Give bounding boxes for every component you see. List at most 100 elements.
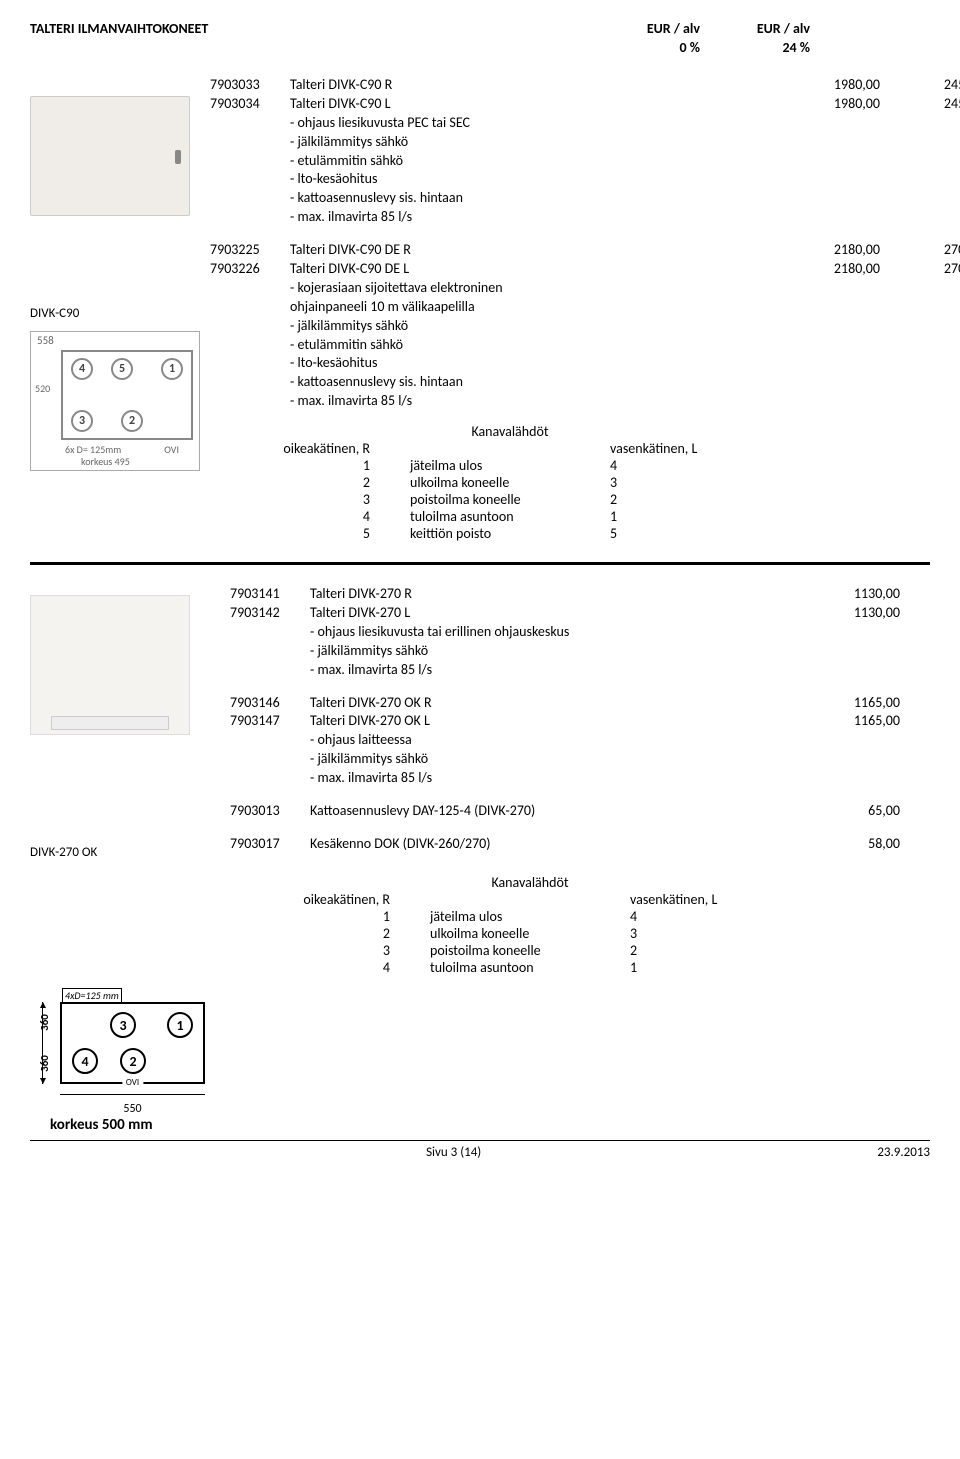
section-divk-270: DIVK-270 OK 4xD=125 mm 360 360 3 1 4 2 O… (30, 585, 930, 1134)
product-image-c90 (30, 96, 190, 216)
product-desc: Talteri DIVK-C90 R (290, 76, 770, 95)
price-inc-vat: 1401,20 (900, 585, 960, 604)
d2-vdim-1: 360 (37, 1014, 50, 1031)
product-note: - max. ilmavirta 85 l/s (230, 769, 960, 788)
kanava-label: jäteilma ulos (410, 457, 610, 474)
kanava-label: tuloilma asuntoon (430, 959, 630, 976)
kanava2-title: Kanavalähdöt (430, 874, 630, 891)
kanava-label: jäteilma ulos (430, 908, 630, 925)
kanava-row: 2ulkoilma koneelle3 (230, 925, 830, 942)
kanava-right-num: 3 (630, 925, 830, 942)
product-note: - ohjaus liesikuvusta PEC tai SEC (210, 114, 960, 133)
product-row: 7903141Talteri DIVK-270 R1130,001401,20 (230, 585, 960, 604)
product-code: 7903017 (230, 835, 310, 854)
product-desc: Talteri DIVK-270 L (310, 604, 790, 623)
product-note: - kattoasennuslevy sis. hintaan (210, 189, 960, 208)
d2-dim-top: 4xD=125 mm (62, 988, 122, 1003)
product-note: - jälkilämmitys sähkö (230, 642, 960, 661)
price-ex-vat: 2180,00 (770, 260, 880, 279)
product-note: - jälkilämmitys sähkö (230, 750, 960, 769)
product-code: 7903226 (210, 260, 290, 279)
diag1-dim-top: 558 (37, 334, 54, 347)
product-code: 7903013 (230, 802, 310, 821)
kanava-row: 3poistoilma koneelle2 (230, 942, 830, 959)
model-label-c90: DIVK-C90 (30, 306, 210, 321)
product-desc: Talteri DIVK-C90 DE R (290, 241, 770, 260)
diagram-c90: 558 520 4 5 1 3 2 6x D= 125mm OVI korkeu… (30, 331, 200, 471)
kanava-left-num: 4 (230, 959, 430, 976)
product-note: - max. ilmavirta 85 l/s (210, 392, 960, 411)
kanava-left-num: 3 (230, 942, 430, 959)
kanava-right-num: 4 (630, 908, 830, 925)
price-inc-vat: 1444,60 (900, 712, 960, 731)
price-ex-vat: 1980,00 (770, 76, 880, 95)
kanava-label: keittiön poisto (410, 525, 610, 542)
price-inc-vat: 80,60 (900, 802, 960, 821)
product-image-270 (30, 595, 190, 735)
product-code: 7903142 (230, 604, 310, 623)
kanava-left-num: 1 (210, 457, 410, 474)
model-label-270: DIVK-270 OK (30, 845, 230, 860)
product-row: 7903013Kattoasennuslevy DAY-125-4 (DIVK-… (230, 802, 960, 821)
diag1-circle-4: 4 (71, 358, 93, 380)
kanava2-lh: oikeakätinen, R (230, 891, 430, 908)
product-row: 7903146Talteri DIVK-270 OK R1165,001444,… (230, 694, 960, 713)
product-code: 7903141 (230, 585, 310, 604)
product-code: 7903146 (230, 694, 310, 713)
kanava1-rh: vasenkätinen, L (610, 440, 810, 457)
product-row: 7903033Talteri DIVK-C90 R1980,002455,20 (210, 76, 960, 95)
kanava-row: 4tuloilma asuntoon1 (230, 959, 830, 976)
footer: Sivu 3 (14) 23.9.2013 (30, 1143, 930, 1160)
kanava-left-num: 4 (210, 508, 410, 525)
col-head-2b: 24 % (700, 39, 810, 56)
kanava-row: 2ulkoilma koneelle3 (210, 474, 810, 491)
product-note: - max. ilmavirta 85 l/s (210, 208, 960, 227)
content-col-2: 7903141Talteri DIVK-270 R1130,001401,207… (230, 585, 960, 976)
header-row-2: 0 % 24 % (30, 39, 930, 56)
product-row: 7903226Talteri DIVK-C90 DE L2180,002703,… (210, 260, 960, 279)
d2-circle-4: 4 (72, 1048, 98, 1074)
divider-thin (30, 1140, 930, 1141)
col-head-1: EUR / alv (590, 20, 700, 37)
product-row: 7903225Talteri DIVK-C90 DE R2180,002703,… (210, 241, 960, 260)
product-desc: Kesäkenno DOK (DIVK-260/270) (310, 835, 790, 854)
kanava-left-num: 3 (210, 491, 410, 508)
diag1-label-ovi: OVI (164, 443, 179, 456)
price-ex-vat: 1130,00 (790, 585, 900, 604)
d2-circle-2: 2 (120, 1048, 146, 1074)
product-desc: Talteri DIVK-270 OK L (310, 712, 790, 731)
price-ex-vat: 1130,00 (790, 604, 900, 623)
diagram-270: 4xD=125 mm 360 360 3 1 4 2 OVI 550 korke… (30, 990, 230, 1134)
product-desc: Kattoasennuslevy DAY-125-4 (DIVK-270) (310, 802, 790, 821)
kanava-label: ulkoilma koneelle (430, 925, 630, 942)
product-note: - max. ilmavirta 85 l/s (230, 661, 960, 680)
product-code: 7903147 (230, 712, 310, 731)
kanava-row: 4tuloilma asuntoon1 (210, 508, 810, 525)
kanava-left-num: 2 (230, 925, 430, 942)
d2-vdim-2: 360 (37, 1055, 50, 1072)
kanava-block-1: Kanavalähdöt oikeakätinen, R vasenkätine… (210, 423, 960, 542)
kanava2-rh: vasenkätinen, L (630, 891, 830, 908)
product-row: 7903147Talteri DIVK-270 OK L1165,001444,… (230, 712, 960, 731)
kanava-row: 1jäteilma ulos4 (210, 457, 810, 474)
kanava-block-2: Kanavalähdöt oikeakätinen, R vasenkätine… (230, 874, 960, 976)
price-inc-vat: 1444,60 (900, 694, 960, 713)
kanava-row: 5keittiön poisto5 (210, 525, 810, 542)
d2-circle-1: 1 (167, 1012, 193, 1038)
kanava-row: 1jäteilma ulos4 (230, 908, 830, 925)
product-note: - ohjaus laitteessa (230, 731, 960, 750)
product-note: - etulämmitin sähkö (210, 152, 960, 171)
product-note: - etulämmitin sähkö (210, 336, 960, 355)
product-note: - ohjaus liesikuvusta tai erillinen ohja… (230, 623, 960, 642)
col-head-1b: 0 % (590, 39, 700, 56)
kanava-label: poistoilma koneelle (410, 491, 610, 508)
product-desc: Talteri DIVK-C90 DE L (290, 260, 770, 279)
product-code: 7903034 (210, 95, 290, 114)
product-note: - lto-kesäohitus (210, 354, 960, 373)
kanava-right-num: 1 (630, 959, 830, 976)
diag1-circle-2: 2 (121, 410, 143, 432)
kanava-row: 3poistoilma koneelle2 (210, 491, 810, 508)
price-inc-vat: 2703,20 (880, 260, 960, 279)
product-note: - kojerasiaan sijoitettava elektroninen (210, 279, 960, 298)
kanava-left-num: 2 (210, 474, 410, 491)
